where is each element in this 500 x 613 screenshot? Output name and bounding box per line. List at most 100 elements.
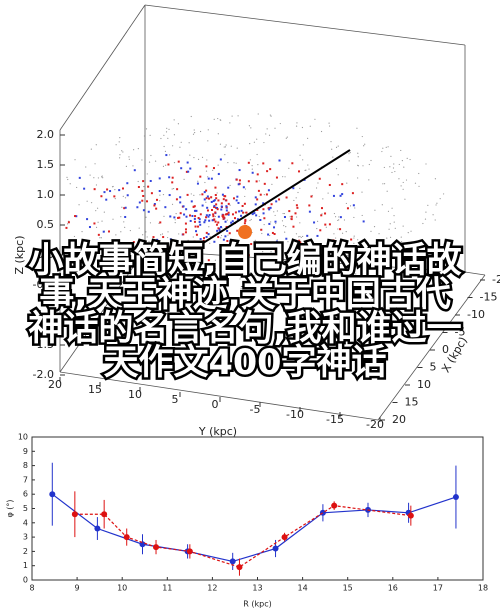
- star-dot: [138, 201, 141, 204]
- grid-dot: [150, 264, 152, 266]
- grid-dot: [220, 234, 223, 237]
- star-dot: [193, 205, 196, 208]
- grid-dot: [296, 122, 298, 124]
- grid-dot: [214, 215, 217, 218]
- grid-dot: [221, 278, 223, 281]
- grid-dot: [289, 244, 291, 246]
- grid-dot: [284, 176, 286, 178]
- grid-dot: [263, 288, 265, 290]
- grid-dot: [256, 138, 258, 140]
- x-tick-label: 5: [430, 361, 437, 374]
- star-dot: [260, 228, 263, 231]
- grid-dot: [289, 258, 291, 260]
- grid-dot: [275, 222, 277, 225]
- grid-dot: [368, 179, 370, 181]
- star-dot: [168, 176, 171, 179]
- star-dot: [243, 222, 246, 225]
- grid-dot: [153, 247, 156, 249]
- star-dot: [275, 176, 278, 179]
- grid-dot: [183, 178, 185, 180]
- grid-dot: [249, 219, 251, 222]
- z-tick-label: -1.0: [33, 308, 54, 321]
- grid-dot: [287, 254, 289, 256]
- grid-dot: [302, 159, 304, 161]
- grid-dot: [339, 255, 342, 257]
- grid-dot: [409, 158, 411, 161]
- grid-dot: [386, 190, 388, 192]
- grid-dot: [194, 132, 196, 134]
- grid-dot: [163, 215, 165, 217]
- grid-dot: [299, 154, 301, 156]
- grid-dot: [205, 201, 207, 203]
- grid-dot: [124, 197, 127, 199]
- grid-dot: [206, 159, 208, 161]
- star-dot: [308, 210, 311, 213]
- grid-dot: [391, 257, 394, 259]
- star-dot: [332, 239, 335, 242]
- y-axis-label: Y (kpc): [198, 425, 237, 438]
- star-dot: [207, 259, 210, 262]
- star-dot: [107, 230, 110, 233]
- grid-dot: [357, 261, 359, 263]
- grid-dot: [383, 166, 385, 169]
- star-dot: [272, 242, 275, 245]
- grid-dot: [263, 223, 265, 226]
- star-dot: [220, 226, 223, 229]
- star-dot: [299, 241, 302, 244]
- grid-dot: [378, 233, 380, 235]
- star-dot: [225, 213, 228, 216]
- star-dot: [183, 213, 186, 216]
- star-dot: [306, 234, 309, 237]
- grid-dot: [90, 202, 93, 204]
- grid-dot: [301, 126, 304, 129]
- grid-dot: [381, 264, 384, 266]
- star-dot: [185, 208, 188, 211]
- star-dot: [328, 223, 331, 226]
- star-dot: [75, 215, 78, 218]
- grid-dot: [270, 115, 272, 117]
- y-tick-label: 3: [23, 533, 28, 542]
- star-dot: [205, 189, 208, 192]
- star-dot: [213, 205, 216, 208]
- grid-dot: [170, 259, 172, 261]
- grid-dot: [218, 279, 220, 281]
- grid-dot: [257, 164, 259, 166]
- star-dot: [150, 192, 153, 195]
- star-dot: [296, 206, 299, 209]
- star-dot: [168, 194, 171, 197]
- x-tick-label: 10: [417, 378, 431, 391]
- point: [123, 534, 130, 541]
- star-dot: [205, 165, 208, 168]
- x-tick-label: -10: [467, 308, 485, 321]
- star-dot: [193, 240, 196, 243]
- star-dot: [221, 193, 224, 196]
- star-dot: [341, 183, 344, 186]
- star-dot: [324, 223, 327, 226]
- grid-dot: [383, 256, 385, 258]
- grid-dot: [279, 262, 282, 264]
- grid-dot: [236, 147, 238, 149]
- grid-dot: [123, 221, 125, 223]
- grid-dot: [391, 171, 393, 174]
- grid-dot: [160, 137, 162, 140]
- grid-dot: [120, 270, 122, 272]
- grid-dot: [317, 182, 319, 184]
- star-dot: [206, 195, 209, 198]
- grid-dot: [434, 178, 437, 180]
- grid-dot: [349, 151, 351, 154]
- grid-dot: [377, 264, 380, 266]
- star-dot: [225, 209, 228, 212]
- star-dot: [332, 194, 335, 197]
- star-dot: [194, 252, 197, 255]
- grid-dot: [180, 141, 182, 143]
- star-dot: [67, 221, 70, 224]
- star-dot: [179, 201, 182, 204]
- grid-dot: [345, 202, 347, 205]
- grid-dot: [346, 182, 348, 184]
- grid-dot: [333, 233, 335, 235]
- star-dot: [255, 180, 258, 183]
- star-dot: [271, 231, 274, 234]
- grid-dot: [122, 151, 124, 153]
- point: [94, 525, 101, 532]
- star-dot: [212, 215, 215, 218]
